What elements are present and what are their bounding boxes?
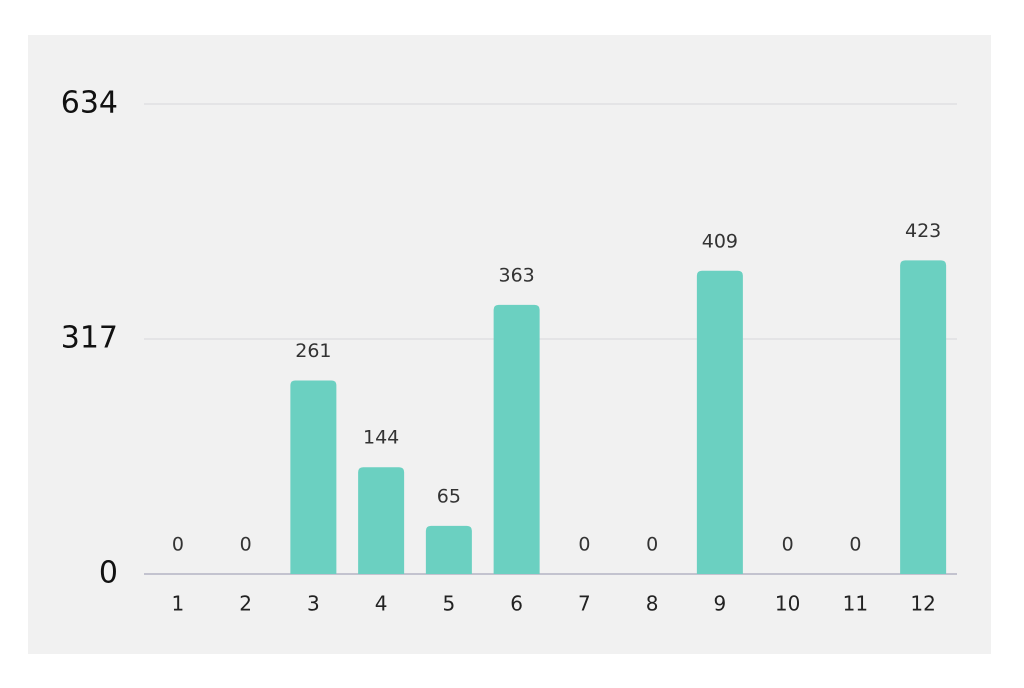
x-tick-label: 8 <box>646 592 659 616</box>
value-label: 0 <box>849 534 861 556</box>
x-tick-label: 7 <box>578 592 591 616</box>
value-label: 0 <box>172 534 184 556</box>
x-tick-label: 4 <box>375 592 388 616</box>
value-label: 65 <box>437 485 461 507</box>
x-tick-label: 10 <box>775 592 800 616</box>
bar <box>290 380 337 574</box>
x-tick-label: 12 <box>910 592 935 616</box>
bar <box>696 270 743 574</box>
x-tick-label: 11 <box>843 592 868 616</box>
value-label: 423 <box>905 220 941 242</box>
value-label: 409 <box>702 230 738 252</box>
y-tick-label: 634 <box>61 86 118 121</box>
value-label: 0 <box>578 534 590 556</box>
value-label: 363 <box>498 264 534 286</box>
x-tick-label: 3 <box>307 592 320 616</box>
x-tick-label: 2 <box>239 592 252 616</box>
y-tick-label: 317 <box>61 321 118 356</box>
y-tick-label: 0 <box>99 556 118 591</box>
value-label: 0 <box>782 534 794 556</box>
x-tick-label: 6 <box>510 592 523 616</box>
value-label: 144 <box>363 427 399 449</box>
bar <box>493 304 540 574</box>
value-label: 261 <box>295 340 331 362</box>
bar <box>425 525 472 574</box>
bar <box>900 260 947 574</box>
x-tick-label: 5 <box>443 592 456 616</box>
bar <box>358 467 405 574</box>
x-tick-label: 9 <box>714 592 727 616</box>
x-tick-label: 1 <box>172 592 185 616</box>
value-label: 0 <box>646 534 658 556</box>
value-label: 0 <box>240 534 252 556</box>
